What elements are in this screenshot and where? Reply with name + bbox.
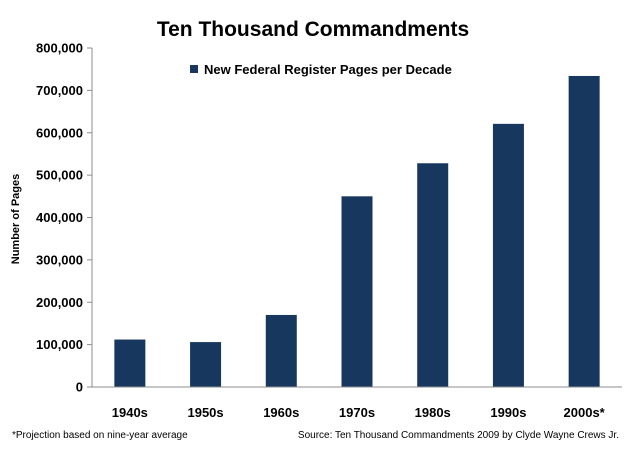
x-tick-label: 2000s* <box>564 405 606 420</box>
y-axis-ticks: 0 100,000 200,000 300,000 400,000 500,000 600,… <box>36 41 92 395</box>
y-tick-label: 600,000 <box>36 125 83 140</box>
y-tick-label: 700,000 <box>36 83 83 98</box>
bar-1970s <box>341 196 373 387</box>
y-tick-label: 800,000 <box>36 41 83 56</box>
bar-1940s <box>114 339 146 387</box>
bar-2000s <box>568 75 600 387</box>
x-tick-label: 1960s <box>263 405 299 420</box>
y-tick-label: 400,000 <box>36 210 83 225</box>
footnote-left: *Projection based on nine-year average <box>12 430 188 441</box>
footnote-source: Source: Ten Thousand Commandments 2009 b… <box>298 430 619 441</box>
legend: New Federal Register Pages per Decade <box>190 62 452 77</box>
bar-1950s <box>190 342 222 387</box>
legend-label: New Federal Register Pages per Decade <box>204 62 452 77</box>
x-tick-label: 1980s <box>415 405 451 420</box>
bar-1990s <box>492 123 524 387</box>
bars <box>114 75 600 387</box>
y-tick-label: 200,000 <box>36 295 83 310</box>
x-tick-label: 1940s <box>112 405 148 420</box>
bar-1960s <box>265 314 297 387</box>
x-tick-label: 1950s <box>187 405 223 420</box>
bar-1980s <box>417 163 449 387</box>
legend-swatch <box>190 65 198 73</box>
y-tick-label: 500,000 <box>36 168 83 183</box>
y-tick-label: 300,000 <box>36 252 83 267</box>
chart-title: Ten Thousand Commandments <box>157 18 469 41</box>
y-tick-label: 100,000 <box>36 337 83 352</box>
x-tick-label: 1970s <box>339 405 375 420</box>
y-axis-label: Number of Pages <box>10 174 22 264</box>
x-tick-label: 1990s <box>490 405 526 420</box>
y-tick-label: 0 <box>76 380 83 395</box>
x-axis-ticks: 1940s 1950s 1960s 1970s 1980s 1990s 2000s* <box>112 405 606 420</box>
